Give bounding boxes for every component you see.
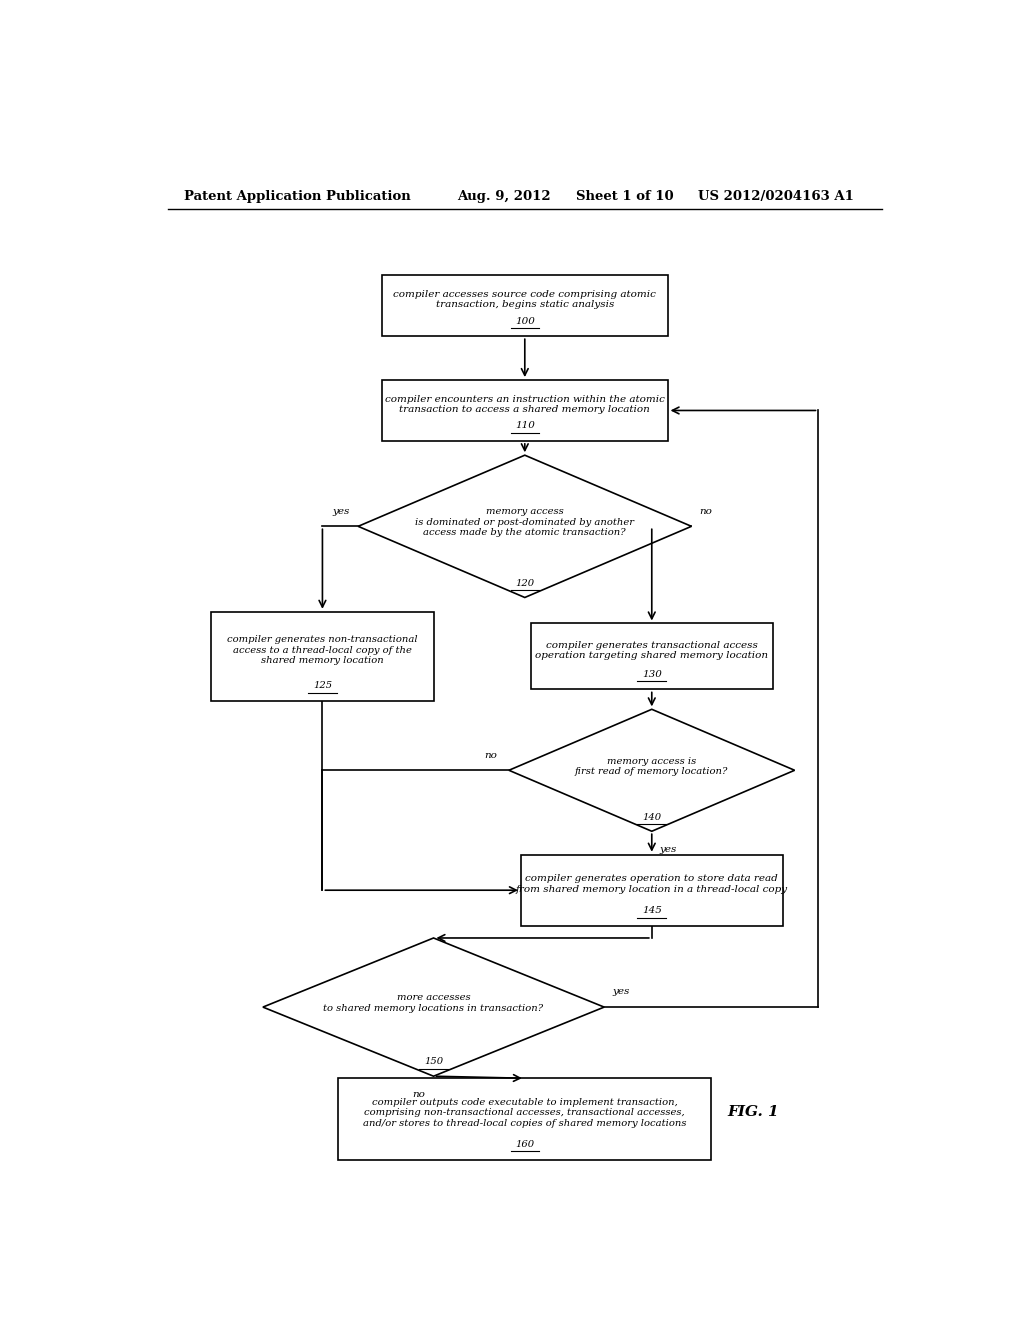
Text: compiler generates transactional access
operation targeting shared memory locati: compiler generates transactional access …: [536, 640, 768, 660]
Text: compiler generates non-transactional
access to a thread-local copy of the
shared: compiler generates non-transactional acc…: [227, 635, 418, 665]
Text: no: no: [699, 507, 713, 516]
Text: yes: yes: [333, 507, 350, 516]
Polygon shape: [509, 709, 795, 832]
Text: more accesses
to shared memory locations in transaction?: more accesses to shared memory locations…: [324, 994, 544, 1012]
Text: compiler outputs code executable to implement transaction,
comprising non-transa: compiler outputs code executable to impl…: [364, 1098, 686, 1127]
Text: compiler accesses source code comprising atomic
transaction, begins static analy: compiler accesses source code comprising…: [393, 290, 656, 309]
Text: compiler encounters an instruction within the atomic
transaction to access a sha: compiler encounters an instruction withi…: [385, 395, 665, 414]
Text: Aug. 9, 2012: Aug. 9, 2012: [458, 190, 551, 202]
FancyBboxPatch shape: [530, 623, 773, 689]
Text: compiler generates operation to store data read
from shared memory location in a: compiler generates operation to store da…: [516, 874, 787, 894]
FancyBboxPatch shape: [382, 380, 668, 441]
Text: no: no: [484, 751, 497, 759]
FancyBboxPatch shape: [382, 276, 668, 337]
Text: memory access
is dominated or post-dominated by another
access made by the atomi: memory access is dominated or post-domin…: [416, 507, 634, 537]
Text: Patent Application Publication: Patent Application Publication: [183, 190, 411, 202]
Text: 160: 160: [515, 1139, 535, 1148]
Polygon shape: [358, 455, 691, 598]
Text: Sheet 1 of 10: Sheet 1 of 10: [577, 190, 674, 202]
Text: FIG. 1: FIG. 1: [727, 1105, 779, 1119]
Text: memory access is
first read of memory location?: memory access is first read of memory lo…: [575, 756, 728, 776]
Text: yes: yes: [612, 987, 630, 997]
Text: 125: 125: [313, 681, 332, 690]
Text: no: no: [413, 1090, 426, 1100]
Text: yes: yes: [659, 845, 677, 854]
Text: 130: 130: [642, 669, 662, 678]
Text: 120: 120: [515, 578, 535, 587]
Text: 145: 145: [642, 906, 662, 915]
Text: 150: 150: [424, 1057, 443, 1067]
FancyBboxPatch shape: [211, 611, 433, 701]
Polygon shape: [263, 939, 604, 1076]
FancyBboxPatch shape: [338, 1078, 712, 1159]
Text: 100: 100: [515, 317, 535, 326]
Text: 110: 110: [515, 421, 535, 430]
Text: 140: 140: [642, 813, 662, 821]
Text: US 2012/0204163 A1: US 2012/0204163 A1: [697, 190, 854, 202]
FancyBboxPatch shape: [521, 854, 782, 925]
